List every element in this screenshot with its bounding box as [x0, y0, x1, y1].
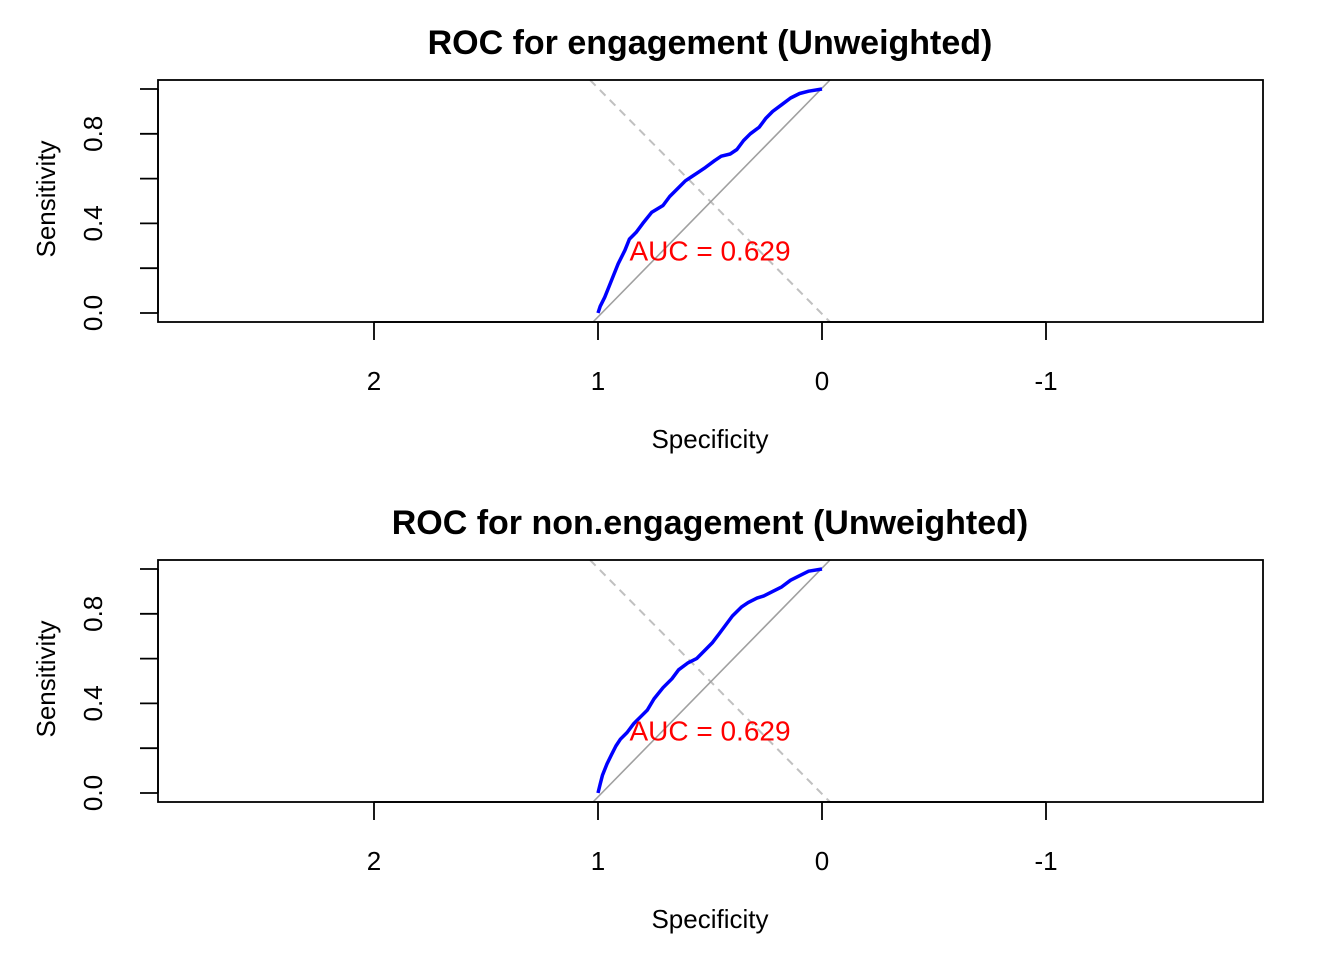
x-tick-label: -1 [1034, 846, 1057, 876]
y-axis-label: Sensitivity [31, 140, 61, 257]
x-tick-label: 0 [815, 366, 829, 396]
auc-annotation: AUC = 0.629 [629, 235, 790, 266]
chance-diagonal-line [592, 559, 831, 803]
chart-title: ROC for engagement (Unweighted) [428, 24, 993, 62]
x-tick-label: 0 [815, 846, 829, 876]
y-tick-label: 0.0 [78, 295, 108, 331]
dashed-reference-line [589, 559, 831, 803]
y-tick-label: 0.0 [78, 775, 108, 811]
x-tick-label: -1 [1034, 366, 1057, 396]
x-axis-label: Specificity [651, 424, 768, 454]
roc-curve [596, 87, 823, 314]
roc-panel-2: ROC for non.engagement (Unweighted) AUC =… [31, 504, 1264, 934]
roc-panel-1: ROC for engagement (Unweighted) AUC = 0.6… [31, 24, 1264, 454]
x-tick-label: 2 [367, 846, 381, 876]
roc-curve [596, 567, 823, 794]
x-tick-label: 1 [591, 846, 605, 876]
x-tick-label: 2 [367, 366, 381, 396]
x-axis-label: Specificity [651, 904, 768, 934]
y-tick-label: 0.4 [78, 205, 108, 241]
auc-annotation: AUC = 0.629 [629, 715, 790, 746]
chart-title: ROC for non.engagement (Unweighted) [392, 504, 1029, 542]
x-tick-label: 1 [591, 366, 605, 396]
y-tick-label: 0.8 [78, 116, 108, 152]
y-axis-label: Sensitivity [31, 620, 61, 737]
y-tick-label: 0.4 [78, 685, 108, 721]
dashed-reference-line [589, 79, 831, 323]
y-tick-label: 0.8 [78, 596, 108, 632]
chance-diagonal-line [592, 79, 831, 323]
